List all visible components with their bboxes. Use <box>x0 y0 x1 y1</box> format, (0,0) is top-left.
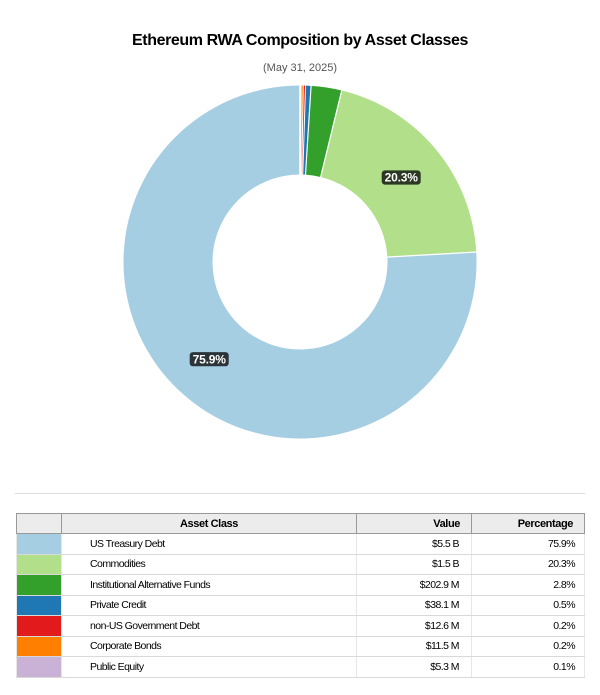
svg-text:20.3%: 20.3% <box>385 171 419 185</box>
svg-text:75.9%: 75.9% <box>193 352 227 366</box>
